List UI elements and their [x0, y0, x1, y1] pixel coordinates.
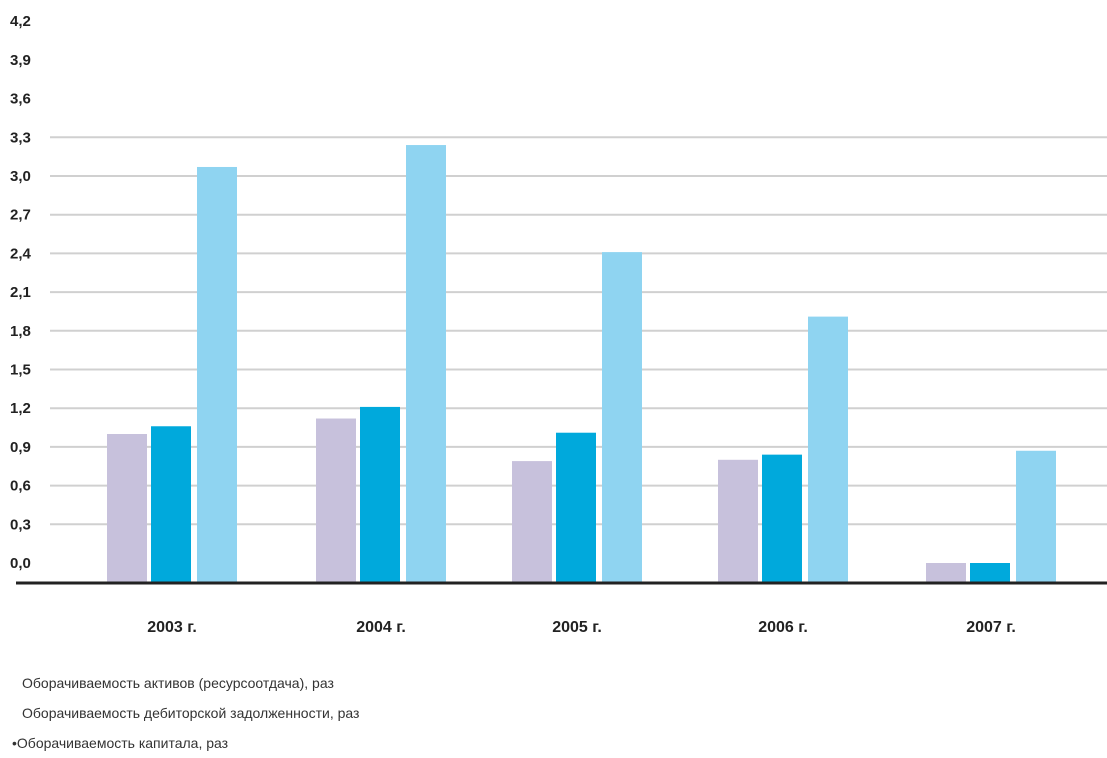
bar: [718, 459, 758, 583]
y-tick-label: 0,6: [10, 478, 31, 495]
bar: [316, 418, 356, 583]
bar: [107, 434, 147, 583]
y-tick-label: 3,9: [10, 52, 31, 69]
x-category-label: 2004 г.: [356, 619, 406, 636]
legend-item-asset-turnover: Оборачиваемость активов (ресурсоотдача),…: [12, 668, 359, 698]
x-category-label: 2007 г.: [966, 619, 1016, 636]
bar: [926, 563, 966, 583]
y-tick-label: 4,2: [10, 13, 31, 30]
y-tick-label: 1,2: [10, 400, 31, 417]
bar: [197, 166, 237, 583]
y-tick-label: 1,5: [10, 362, 31, 379]
x-category-label: 2005 г.: [552, 619, 602, 636]
y-tick-label: 0,3: [10, 516, 31, 533]
bar: [406, 145, 446, 584]
bar: [970, 563, 1010, 583]
y-tick-label: 0,0: [10, 555, 31, 572]
y-tick-label: 3,3: [10, 129, 31, 146]
legend-prefix: •: [12, 735, 17, 751]
bar: [762, 454, 802, 583]
y-tick-label: 1,8: [10, 323, 31, 340]
legend-label: Оборачиваемость активов (ресурсоотдача),…: [22, 675, 334, 691]
legend-item-capital-turnover: • Оборачиваемость капитала, раз: [12, 728, 359, 758]
bar: [512, 461, 552, 583]
y-tick-label: 0,9: [10, 439, 31, 456]
x-category-label: 2003 г.: [147, 619, 197, 636]
bar: [602, 252, 642, 584]
bar: [556, 432, 596, 583]
bar: [360, 406, 400, 583]
y-tick-label: 3,0: [10, 168, 31, 185]
y-axis-ticks: 0,0 0,3 0,6 0,9 1,2 1,5 1,8 2,1 2,4 2,7 3,0 3,3 3,6 3…: [10, 13, 32, 572]
chart: 0,0 0,3 0,6 0,9 1,2 1,5 1,8 2,1 2,4 2,7 3,0 3,3 3,6 3…: [10, 13, 1107, 636]
y-tick-label: 2,1: [10, 284, 31, 301]
legend-label: Оборачиваемость капитала, раз: [16, 735, 229, 751]
legend-item-receivables-turnover: Оборачиваемость дебиторской задолженност…: [12, 698, 359, 728]
bar: [808, 316, 848, 583]
y-tick-label: 2,4: [10, 245, 32, 262]
bar: [1016, 450, 1056, 583]
y-tick-label: 2,7: [10, 207, 31, 224]
x-category-label: 2006 г.: [758, 619, 808, 636]
bars: [107, 145, 1056, 584]
bar: [151, 426, 191, 583]
y-tick-label: 3,6: [10, 91, 31, 108]
legend-label: Оборачиваемость дебиторской задолженност…: [22, 705, 360, 721]
x-axis-categories: 2003 г. 2004 г. 2005 г. 2006 г. 2007 г.: [147, 619, 1016, 636]
legend: Оборачиваемость активов (ресурсоотдача),…: [12, 668, 359, 758]
